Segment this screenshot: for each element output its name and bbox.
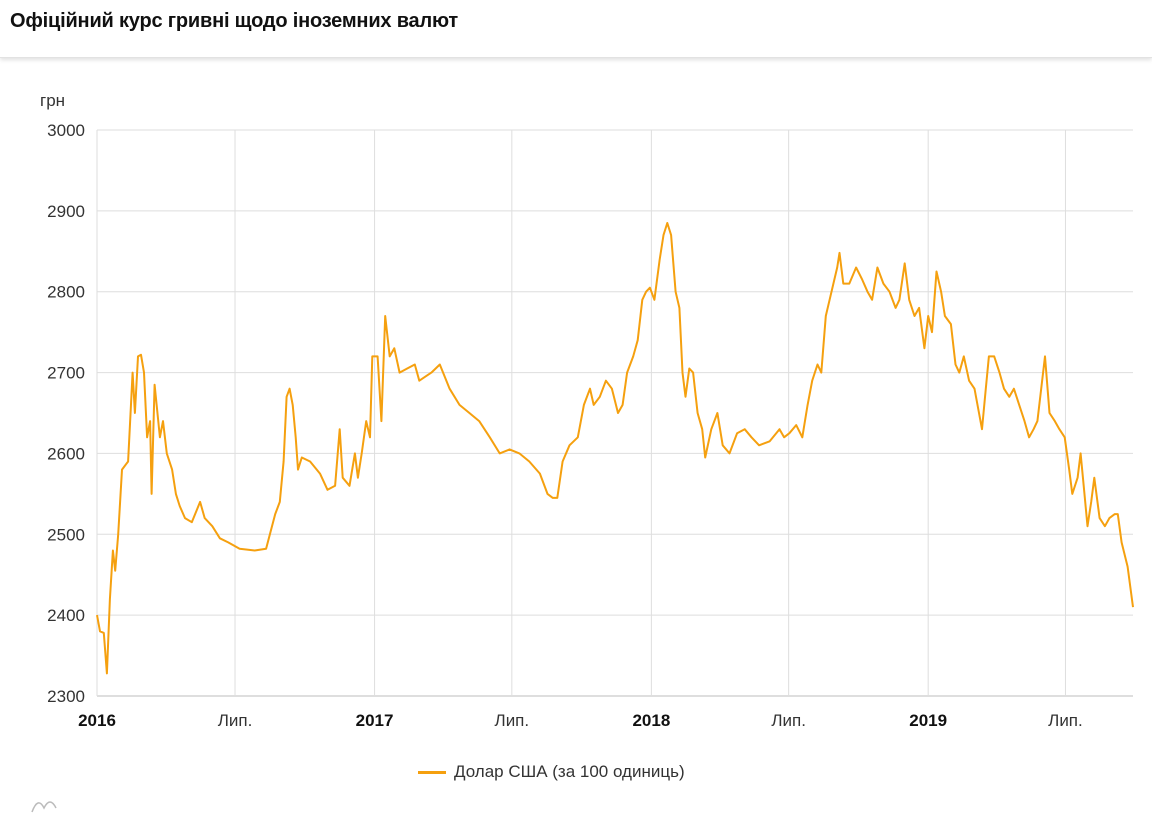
x-tick-label: 2017 — [356, 711, 394, 730]
legend[interactable]: Долар США (за 100 одиниць) — [418, 762, 685, 782]
y-tick-label: 3000 — [47, 121, 85, 140]
x-tick-label: Лип. — [218, 711, 253, 730]
y-tick-label: 2800 — [47, 283, 85, 302]
y-tick-label: 2400 — [47, 606, 85, 625]
legend-label: Долар США (за 100 одиниць) — [454, 762, 685, 781]
x-tick-label: 2018 — [632, 711, 670, 730]
y-tick-label: 2600 — [47, 444, 85, 463]
y-tick-label: 2900 — [47, 202, 85, 221]
legend-swatch — [418, 770, 446, 774]
x-tick-label: Лип. — [771, 711, 806, 730]
x-tick-label: 2019 — [909, 711, 947, 730]
series-group — [96, 222, 1134, 675]
y-tick-label: 2300 — [47, 687, 85, 706]
grid — [96, 129, 1133, 697]
x-tick-label: Лип. — [495, 711, 530, 730]
x-tick-label: 2016 — [78, 711, 116, 730]
x-tick-label: Лип. — [1048, 711, 1083, 730]
logo-icon — [31, 801, 57, 813]
x-tick-labels: 2016 Лип. 2017 Лип. 2018 Лип. 2019 Лип. — [78, 711, 1083, 730]
page-title: Офіційний курс гривні щодо іноземних вал… — [10, 10, 458, 32]
y-tick-labels: 2300 2400 2500 2600 2700 2800 2900 3000 — [47, 121, 85, 706]
y-tick-label: 2700 — [47, 364, 85, 383]
header-bar: Офіційний курс гривні щодо іноземних вал… — [0, 0, 1152, 58]
y-tick-label: 2500 — [47, 525, 85, 544]
series-line[interactable] — [96, 222, 1134, 675]
y-axis-label: грн — [40, 91, 65, 110]
